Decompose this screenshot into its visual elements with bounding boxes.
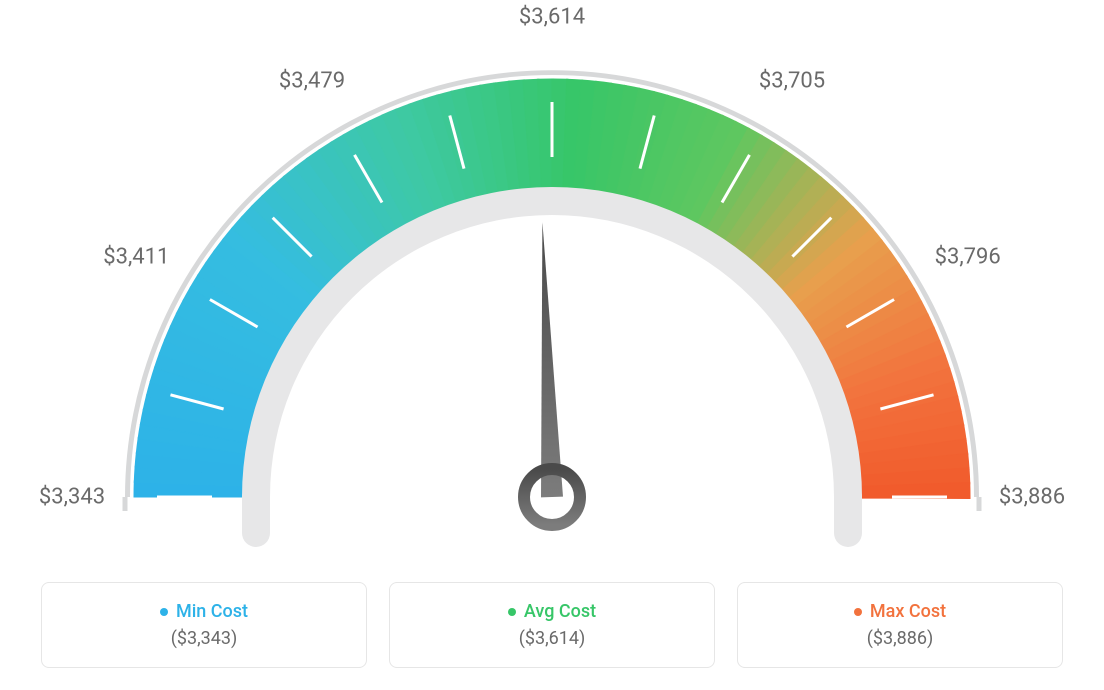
dot-icon [160, 608, 168, 616]
gauge-tick-label: $3,411 [103, 245, 169, 270]
min-cost-card: Min Cost ($3,343) [41, 582, 367, 668]
gauge-tick-label: $3,705 [759, 69, 825, 94]
max-cost-header: Max Cost [854, 601, 946, 622]
max-cost-label: Max Cost [870, 601, 946, 622]
gauge-tick-label: $3,614 [519, 5, 585, 30]
avg-cost-card: Avg Cost ($3,614) [389, 582, 715, 668]
avg-cost-header: Avg Cost [508, 601, 596, 622]
avg-cost-label: Avg Cost [524, 601, 596, 622]
min-cost-label: Min Cost [176, 601, 248, 622]
avg-cost-value: ($3,614) [519, 628, 586, 649]
dot-icon [508, 608, 516, 616]
min-cost-value: ($3,343) [171, 628, 238, 649]
max-cost-card: Max Cost ($3,886) [737, 582, 1063, 668]
gauge-tick-label: $3,796 [935, 245, 1001, 270]
gauge-tick-label: $3,886 [999, 485, 1065, 510]
gauge-tick-label: $3,479 [279, 69, 345, 94]
dot-icon [854, 608, 862, 616]
max-cost-value: ($3,886) [867, 628, 934, 649]
summary-row: Min Cost ($3,343) Avg Cost ($3,614) Max … [0, 582, 1104, 668]
gauge-svg [0, 0, 1104, 560]
gauge-tick-label: $3,343 [39, 485, 105, 510]
gauge-chart: $3,343 $3,411 $3,479 $3,614 $3,705 $3,796 $3,8… [0, 0, 1104, 560]
min-cost-header: Min Cost [160, 601, 248, 622]
